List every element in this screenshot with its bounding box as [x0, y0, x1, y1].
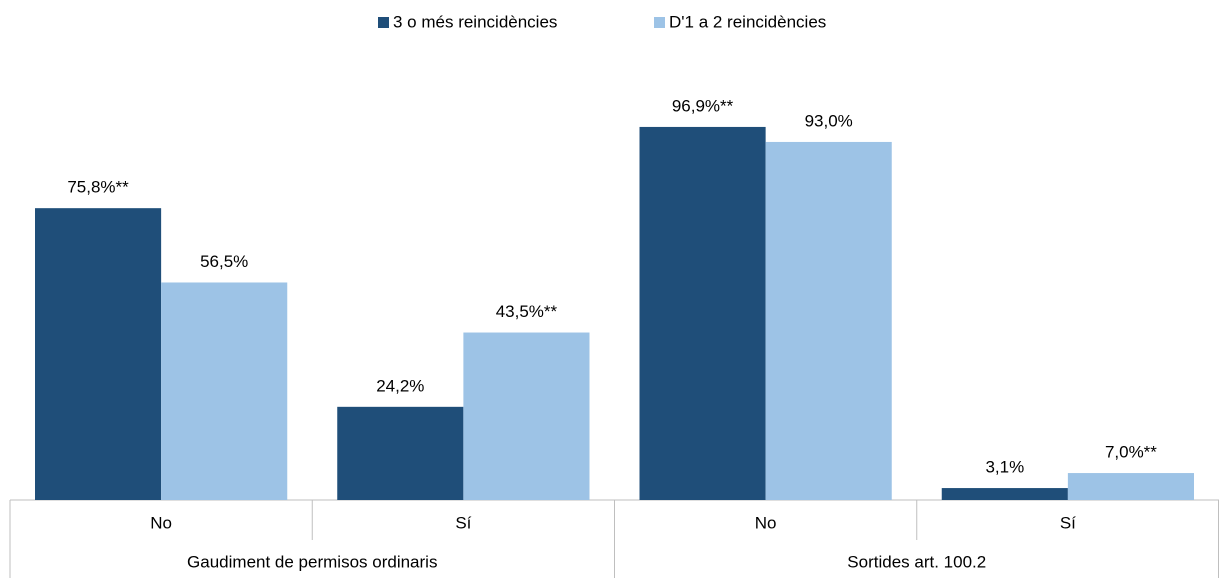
legend-swatch [654, 17, 665, 28]
legend-swatch [378, 17, 389, 28]
data-label: 43,5%** [496, 302, 558, 321]
data-label: 56,5% [200, 252, 248, 271]
x-tick-label: Sí [1060, 513, 1076, 532]
data-label: 3,1% [985, 458, 1024, 477]
bar [639, 126, 766, 500]
x-tick-label: No [150, 513, 172, 532]
legend-label: 3 o més reincidències [393, 12, 557, 31]
group-label: Gaudiment de permisos ordinaris [187, 552, 437, 571]
bar [765, 141, 892, 500]
x-tick-label: No [755, 513, 777, 532]
data-label: 96,9%** [672, 96, 734, 115]
bar [1067, 473, 1194, 500]
bar [941, 488, 1068, 500]
x-tick-label: Sí [455, 513, 471, 532]
legend-label: D'1 a 2 reincidències [669, 12, 826, 31]
data-label: 93,0% [805, 111, 853, 130]
data-label: 7,0%** [1105, 443, 1157, 462]
bar [463, 332, 590, 500]
bar [161, 282, 288, 500]
data-label: 24,2% [376, 376, 424, 395]
data-label: 75,8%** [67, 178, 129, 197]
bar [35, 208, 162, 501]
bar [337, 406, 464, 500]
group-label: Sortides art. 100.2 [847, 552, 986, 571]
